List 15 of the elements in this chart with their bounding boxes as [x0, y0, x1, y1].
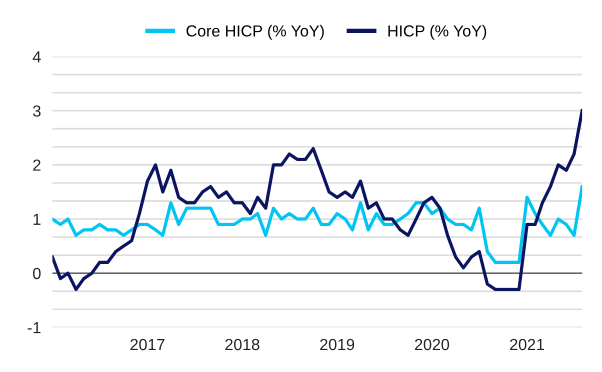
line-series: [52, 109, 582, 292]
legend-label: HICP (% YoY): [388, 24, 486, 40]
x-tick-label: 2017: [130, 338, 164, 350]
y-tick-label: -1: [28, 322, 40, 334]
y-tick-label: 2: [33, 160, 40, 171]
x-tick-label: 2019: [320, 338, 354, 350]
y-tick-label: 4: [32, 51, 41, 62]
y-tick-label: 0: [33, 268, 41, 280]
x-tick-label: 2018: [225, 338, 260, 350]
x-tick-label: 2020: [415, 338, 450, 350]
line-series: [52, 184, 582, 264]
y-tick-label: 3: [32, 105, 41, 117]
x-tick-label: 2021: [510, 338, 544, 350]
legend-label: Core HICP (% YoY): [186, 24, 324, 40]
y-tick-label: 1: [34, 214, 40, 225]
